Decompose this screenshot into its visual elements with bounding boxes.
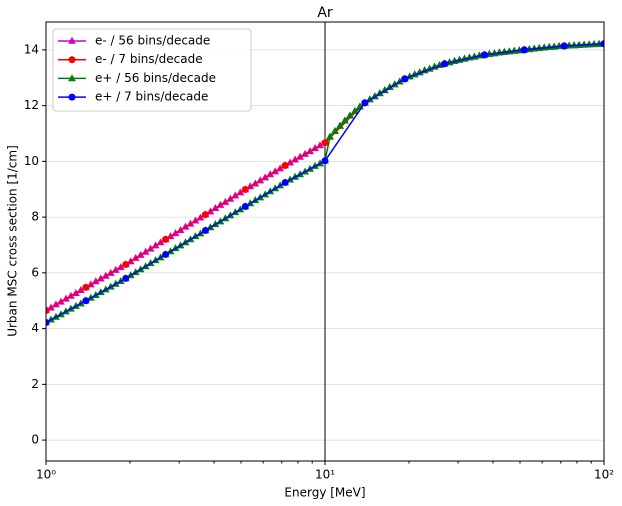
y-tick-label: 2 <box>31 377 39 391</box>
y-tick-label: 0 <box>31 433 39 447</box>
legend-label: e+ / 7 bins/decade <box>95 90 208 104</box>
y-tick-label: 8 <box>31 210 39 224</box>
legend-label: e- / 56 bins/decade <box>95 34 210 48</box>
marker <box>82 297 90 305</box>
marker <box>341 116 349 124</box>
chart-title: Ar <box>317 5 333 21</box>
marker <box>331 127 339 135</box>
legend-label: e+ / 56 bins/decade <box>95 71 216 85</box>
marker <box>68 56 76 64</box>
marker <box>281 162 289 170</box>
marker <box>281 179 289 187</box>
marker <box>326 132 334 140</box>
y-tick-label: 12 <box>24 98 39 112</box>
marker <box>520 46 528 54</box>
marker <box>82 283 90 291</box>
marker <box>560 42 568 50</box>
x-tick-label: 10² <box>594 468 614 482</box>
marker <box>46 318 50 326</box>
x-tick-label: 10¹ <box>315 468 335 482</box>
marker <box>201 226 209 234</box>
marker <box>201 211 209 219</box>
marker <box>346 111 354 119</box>
marker <box>441 60 449 68</box>
marker <box>46 306 50 314</box>
series <box>46 40 604 326</box>
y-tick-label: 14 <box>24 42 39 56</box>
marker <box>351 106 359 114</box>
marker <box>336 121 344 129</box>
marker <box>321 157 329 165</box>
marker <box>122 260 130 268</box>
marker <box>162 250 170 258</box>
y-tick-label: 4 <box>31 321 39 335</box>
marker <box>241 186 249 194</box>
marker <box>600 40 604 48</box>
marker <box>361 99 369 107</box>
x-tick-label: 10⁰ <box>36 468 56 482</box>
legend-box <box>52 28 252 112</box>
marker <box>68 74 76 82</box>
x-axis-label: Energy [MeV] <box>284 486 365 500</box>
y-axis-label: Urban MSC cross section [1/cm] <box>6 145 20 337</box>
marker <box>68 93 76 101</box>
marker <box>241 203 249 211</box>
marker <box>162 235 170 243</box>
marker <box>68 36 76 44</box>
marker <box>401 75 409 83</box>
legend-label: e- / 7 bins/decade <box>95 52 203 66</box>
marker <box>480 51 488 59</box>
y-tick-label: 10 <box>24 154 39 168</box>
marker <box>122 274 130 282</box>
marker <box>321 139 329 147</box>
y-tick-label: 6 <box>31 265 39 279</box>
plot-frame <box>45 21 605 462</box>
